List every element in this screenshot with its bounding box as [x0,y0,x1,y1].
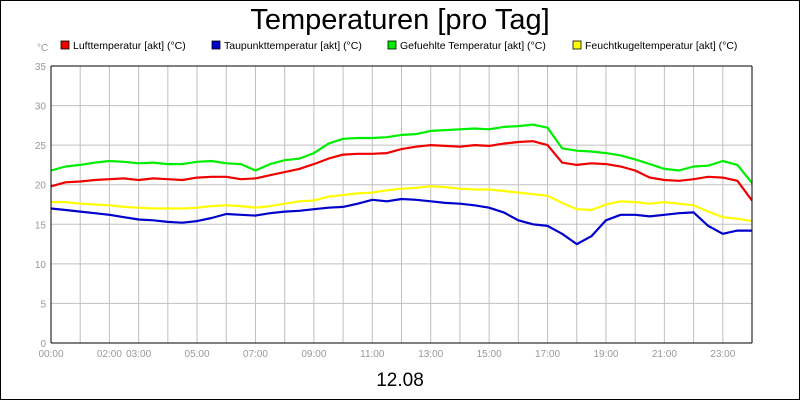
legend-swatch-3 [572,40,582,50]
x-tick-label-11: 21:00 [652,349,677,360]
x-tick-label-8: 15:00 [477,349,502,360]
x-tick-label-0: 00:00 [38,349,63,360]
x-tick-label-4: 07:00 [243,349,268,360]
x-tick-label-3: 05:00 [185,349,210,360]
series-line-2 [50,123,753,184]
x-tick-label-7: 13:00 [418,349,443,360]
legend-label-2: Gefuehlte Temperatur [akt] (°C) [400,40,546,52]
y-tick-label-4: 20 [35,181,47,192]
y-tick-label-3: 15 [35,220,47,231]
y-tick-label-5: 25 [35,141,47,152]
legend: Lufttemperatur [akt] (°C) Taupunkttempera… [60,40,737,52]
y-tick-label-0: 0 [40,339,46,350]
series-line-3 [51,185,753,223]
x-tick-label-9: 17:00 [535,349,560,360]
series-line-1 [50,197,752,246]
tick-labels: 0 5 10 15 20 25 30 35 00:00 02:00 03:00 05:00 07:00 0… [35,62,736,360]
axes [50,65,753,344]
legend-swatch-0 [60,40,70,50]
legend-label-0: Lufttemperatur [akt] (°C) [73,40,186,52]
legend-label-1: Taupunkttemperatur [akt] (°C) [224,40,362,52]
x-tick-label-12: 23:00 [710,349,735,360]
chart-title: Temperaturen [pro Tag] [250,4,549,36]
x-tick-label-10: 19:00 [593,349,618,360]
y-tick-label-2: 10 [35,260,47,271]
x-tick-label-5: 09:00 [301,349,326,360]
legend-swatch-2 [387,40,397,50]
y-axis-unit: °C [37,43,48,54]
x-tick-label-1: 02:00 [97,349,122,360]
y-tick-label-6: 30 [35,102,47,113]
legend-swatch-1 [211,40,221,50]
y-tick-label-1: 5 [40,299,46,310]
x-tick-label-6: 11:00 [360,349,385,360]
x-axis-date-label: 12.08 [376,370,424,391]
series-layer [50,123,753,246]
series-line-0 [50,140,753,202]
y-tick-label-7: 35 [35,62,47,73]
legend-label-3: Feuchtkugeltemperatur [akt] (°C) [585,40,737,52]
grid [51,65,752,344]
x-tick-label-2: 03:00 [126,349,151,360]
